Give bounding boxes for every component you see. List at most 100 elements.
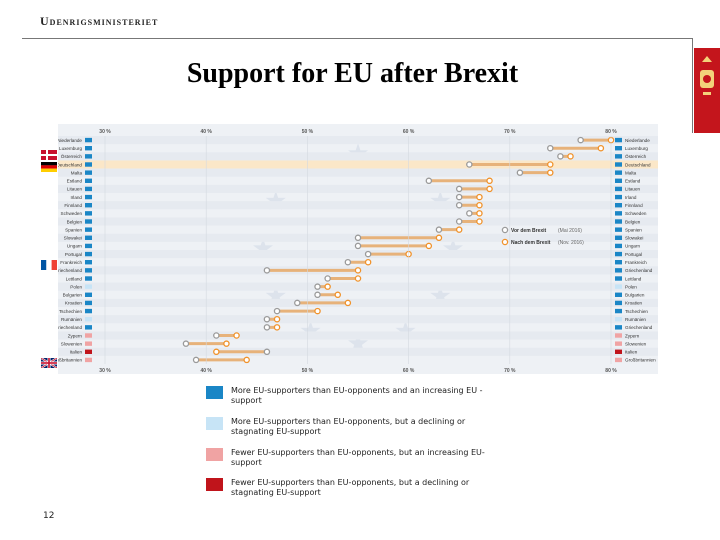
category-square-right [615, 357, 622, 363]
row-stripe [58, 347, 658, 356]
category-square-right [615, 219, 622, 224]
country-label-right: Lettland [625, 276, 642, 281]
country-label-left: Griechenland [58, 268, 82, 273]
legend-text: More EU-supporters than EU-opponents and… [231, 386, 483, 405]
country-label-left: Deutschland [58, 162, 82, 167]
country-label-left: Spanien [65, 227, 82, 232]
tick-label-bottom: 70 % [504, 368, 516, 374]
before-marker [354, 242, 362, 250]
after-marker [547, 169, 554, 176]
tick-label-top: 80 % [605, 129, 617, 135]
row-stripe [58, 250, 658, 259]
country-label-right: Zypern [625, 333, 640, 338]
before-marker [455, 201, 463, 209]
country-label-left: Luxemburg [59, 146, 82, 151]
category-square-right [615, 137, 622, 143]
before-marker [314, 291, 321, 299]
inner-legend-note: (Mai 2016) [558, 228, 582, 234]
category-square-right [615, 251, 622, 257]
after-marker [476, 201, 483, 209]
country-label-left: Estland [67, 179, 83, 184]
after-marker [476, 210, 483, 217]
country-label-right: Italien [625, 350, 638, 355]
category-square-left [85, 349, 92, 354]
category-square-right [615, 243, 622, 249]
country-label-right: Griechenland [625, 325, 653, 330]
category-square-right [615, 235, 622, 240]
country-label-left: Slowakei [64, 236, 82, 241]
before-marker [273, 307, 281, 315]
ministry-logo-text: Udenrigsministeriet [40, 14, 159, 28]
country-label-right: Litauen [625, 187, 641, 192]
after-marker [476, 193, 483, 201]
before-marker [364, 250, 372, 258]
before-marker [455, 193, 463, 201]
before-marker [354, 234, 362, 242]
country-label-left: Tschechien [59, 309, 82, 314]
dk-flag-icon [41, 147, 57, 160]
after-marker [476, 218, 483, 225]
inner-legend-note: (Nov. 2016) [558, 240, 584, 246]
category-square-left [85, 276, 92, 281]
country-label-right: Österreich [625, 153, 647, 159]
country-label-right: Malta [625, 170, 637, 175]
category-square-right [615, 146, 622, 151]
row-stripe [58, 217, 658, 226]
after-marker [425, 242, 433, 250]
before-marker [192, 356, 200, 364]
country-label-right: Tschechien [625, 309, 648, 314]
country-label-left: Slowenien [61, 341, 83, 346]
country-label-left: Österreich [61, 153, 83, 159]
coat-of-arms-icon [694, 48, 720, 133]
country-label-left: Polen [70, 284, 82, 289]
row-stripe [58, 201, 658, 210]
tick-label-bottom: 30 % [99, 368, 111, 374]
inner-legend-label: Nach dem Brexit [511, 240, 551, 246]
category-square-left [85, 300, 92, 306]
category-square-right [615, 211, 622, 216]
country-label-right: Luxemburg [625, 146, 648, 151]
uk-flag-icon [40, 355, 58, 369]
row-stripe [58, 136, 658, 145]
category-square-left [85, 178, 92, 183]
category-square-left [85, 251, 92, 257]
country-label-left: Griechenland [58, 325, 82, 330]
after-marker [233, 332, 240, 339]
category-square-right [615, 317, 622, 322]
category-square-right [615, 203, 622, 208]
category-square-left [85, 162, 92, 167]
country-label-left: Bulgarien [63, 293, 83, 298]
tick-label-top: 70 % [504, 129, 516, 135]
country-label-right: Belgien [625, 219, 641, 224]
category-square-left [85, 341, 92, 346]
category-square-right [615, 227, 622, 232]
country-label-right: Großbritannien [625, 358, 656, 363]
category-square-left [85, 308, 92, 314]
before-marker [547, 144, 554, 152]
slide-title: Support for EU after Brexit [186, 58, 519, 89]
after-marker [314, 307, 321, 315]
country-label-left: Kroatien [65, 301, 83, 306]
legend-swatch [206, 448, 223, 461]
country-label-right: Deutschland [625, 162, 651, 167]
category-square-left [85, 154, 92, 159]
after-marker [547, 161, 554, 168]
country-label-right: Frankreich [625, 260, 647, 265]
category-square-left [85, 235, 92, 240]
country-label-right: Ungarn [625, 244, 641, 249]
category-square-left [85, 325, 92, 330]
before-marker [516, 169, 524, 176]
highlight-row [58, 160, 658, 169]
legend-item-blue-increasing: More EU-supporters than EU-opponents and… [206, 386, 506, 414]
legend-swatch [206, 417, 223, 430]
country-label-left: Zypern [68, 333, 83, 338]
category-square-right [615, 178, 622, 183]
after-marker [344, 299, 352, 307]
country-label-right: Bulgarien [625, 293, 645, 298]
category-square-left [85, 146, 92, 151]
country-label-left: Niederlande [58, 138, 82, 143]
header-rule [22, 38, 692, 39]
before-marker [263, 315, 271, 323]
legend-before-marker [501, 226, 509, 234]
fr-flag-icon [41, 257, 57, 270]
